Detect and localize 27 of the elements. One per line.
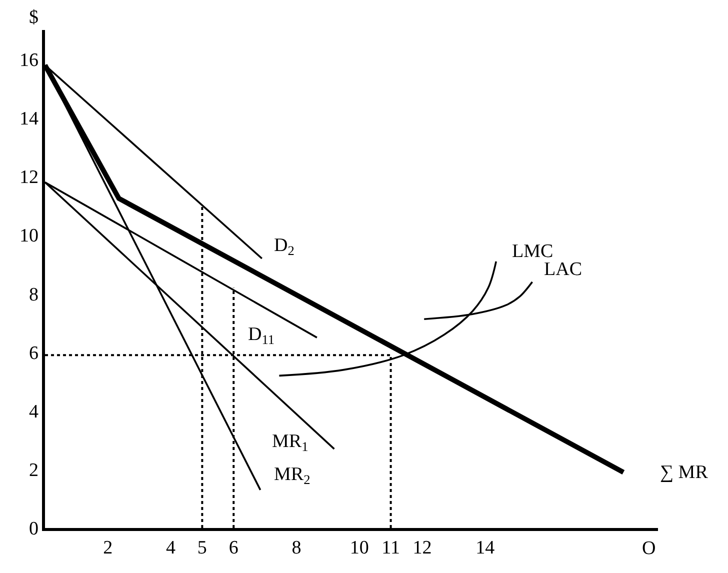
y-tick-label: 8 xyxy=(28,284,38,306)
x-tick-label: 8 xyxy=(292,538,302,559)
y-tick-label: 4 xyxy=(28,401,39,422)
series-label: ∑ MR xyxy=(660,462,708,483)
series-label: MR$_{2}$ xyxy=(274,464,310,487)
series-label: MR$_{1}$ xyxy=(272,431,308,454)
y-tick-label: 2 xyxy=(28,460,38,482)
y-axis-title: $ xyxy=(29,7,38,28)
x-axis-title: O xyxy=(642,538,656,559)
series-label: D$_{2}$ xyxy=(274,235,294,258)
x-tick-label: 4 xyxy=(166,538,176,559)
x-tick-label: 14 xyxy=(476,538,496,559)
y-tick-label: 14 xyxy=(19,108,39,130)
y-tick-label: 16 xyxy=(19,50,38,71)
y-tick-label: 0 xyxy=(28,518,38,540)
x-tick-label: 11 xyxy=(382,538,400,559)
x-tick-label: 5 xyxy=(197,538,207,559)
x-tick-label: 10 xyxy=(350,538,369,559)
x-tick-label: 6 xyxy=(228,538,238,559)
series-label: LMC xyxy=(512,241,554,262)
y-tick-label: 10 xyxy=(19,226,38,247)
series-label: D$_{11}$ xyxy=(248,324,275,347)
y-tick-label: 6 xyxy=(28,342,38,364)
series-label: LAC xyxy=(544,259,582,280)
y-tick-label: 12 xyxy=(19,167,38,188)
x-tick-label: 2 xyxy=(103,538,113,559)
x-tick-label: 12 xyxy=(412,538,432,559)
